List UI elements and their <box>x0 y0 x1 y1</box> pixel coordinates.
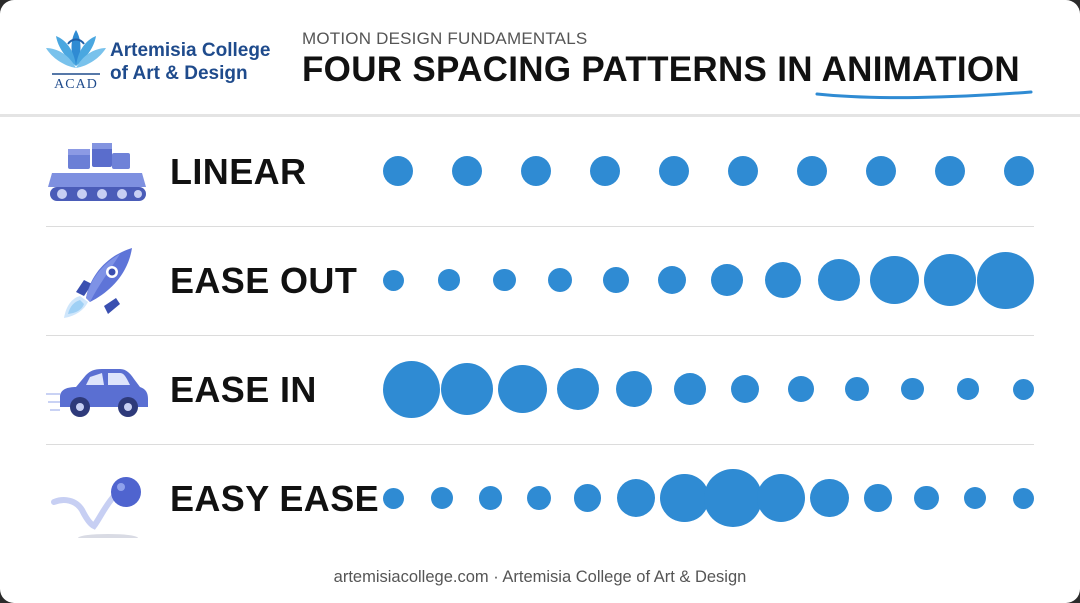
spacing-dot <box>900 377 924 401</box>
spacing-dot <box>493 268 517 292</box>
row-divider <box>46 226 1034 227</box>
header: ACAD Artemisia College of Art & Design M… <box>0 0 1080 117</box>
page-title: FOUR SPACING PATTERNS IN ANIMATION <box>302 50 1020 89</box>
dot-track <box>0 117 1080 225</box>
spacing-dot <box>438 269 460 291</box>
spacing-dot <box>866 156 896 186</box>
spacing-dot <box>1013 378 1034 400</box>
spacing-dot <box>797 156 827 186</box>
spacing-dot <box>383 487 404 509</box>
spacing-dot <box>963 486 987 510</box>
spacing-dot <box>383 156 413 186</box>
spacing-dot <box>383 269 404 291</box>
spacing-dot <box>923 253 977 307</box>
row-divider <box>46 335 1034 336</box>
acad-lotus-logo-icon: ACAD <box>46 30 106 92</box>
brand-name: Artemisia College of Art & Design <box>110 39 271 85</box>
spacing-dot <box>731 374 760 404</box>
dot-track <box>0 335 1080 443</box>
spacing-dot <box>817 259 860 301</box>
brand-line-1: Artemisia College <box>110 40 271 61</box>
spacing-dot <box>711 264 744 296</box>
spacing-dot <box>616 478 655 518</box>
spacing-dot <box>844 377 869 401</box>
spacing-dot <box>977 251 1034 309</box>
spacing-dot <box>673 373 706 405</box>
header-divider <box>0 114 1080 117</box>
row-label-ease-in: EASE IN <box>170 369 317 410</box>
conveyor-belt-icon <box>48 143 146 201</box>
row-divider <box>46 444 1034 445</box>
spacing-dot <box>1004 156 1034 186</box>
spacing-dot <box>657 265 686 295</box>
spacing-dot <box>557 368 600 410</box>
spacing-dot <box>788 376 814 402</box>
spacing-dot <box>864 484 892 512</box>
spacing-dot <box>659 473 709 523</box>
spacing-row-ease-out: EASE OUT <box>0 226 1080 334</box>
spacing-dot <box>521 156 551 186</box>
spacing-row-linear: LINEAR <box>0 117 1080 225</box>
spacing-dot <box>957 378 979 400</box>
spacing-row-easy-ease: EASY EASE <box>0 444 1080 552</box>
spacing-dot <box>603 267 629 293</box>
headline-underline <box>815 90 1033 100</box>
spacing-dot <box>1013 487 1034 509</box>
spacing-dot <box>383 360 440 418</box>
spacing-dot <box>764 262 801 298</box>
spacing-dot <box>914 485 939 511</box>
spacing-dot <box>590 156 620 186</box>
spacing-dot <box>616 371 653 407</box>
row-label-linear: LINEAR <box>170 151 307 192</box>
spacing-dot <box>935 156 965 186</box>
spacing-dot <box>548 268 573 292</box>
car-icon <box>46 369 148 417</box>
spacing-dot <box>573 484 602 512</box>
spacing-dot <box>756 473 806 523</box>
spacing-dot <box>526 485 552 511</box>
spacing-dot <box>478 486 503 510</box>
dot-track <box>0 444 1080 552</box>
spacing-dot <box>430 486 454 510</box>
spacing-dot <box>498 364 548 414</box>
bouncing-ball-icon <box>51 477 141 538</box>
row-label-ease-out: EASE OUT <box>170 260 358 301</box>
spacing-dot <box>728 156 758 186</box>
spacing-dot <box>452 156 482 186</box>
spacing-dot <box>703 469 762 527</box>
rocket-icon <box>64 248 132 318</box>
row-label-easy-ease: EASY EASE <box>170 478 380 519</box>
logo-text: ACAD <box>54 77 98 92</box>
eyebrow-text: MOTION DESIGN FUNDAMENTALS <box>302 29 588 48</box>
spacing-dot <box>810 478 849 518</box>
footer-credit: artemisiacollege.com · Artemisia College… <box>333 568 747 586</box>
brand-line-2: of Art & Design <box>110 63 248 84</box>
dot-track <box>0 226 1080 334</box>
spacing-row-ease-in: EASE IN <box>0 335 1080 443</box>
spacing-dot <box>869 255 919 305</box>
spacing-dot <box>440 362 494 416</box>
spacing-dot <box>659 156 689 186</box>
